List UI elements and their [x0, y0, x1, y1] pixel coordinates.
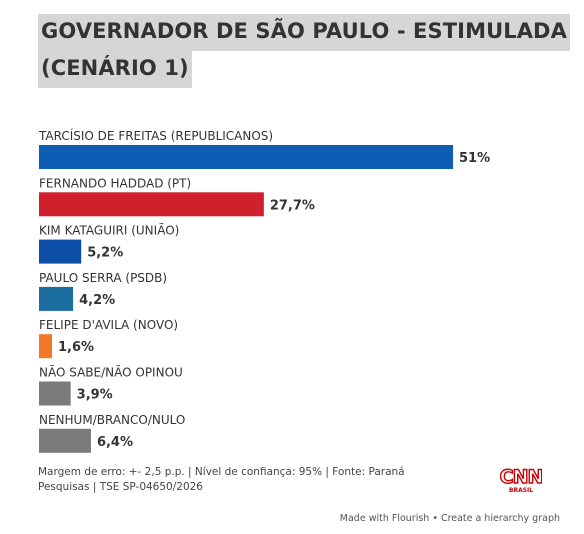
bar-value-label: 27,7% — [270, 198, 315, 213]
chart-title-line-2: (CENÁRIO 1) — [38, 51, 192, 88]
bar[interactable] — [39, 428, 91, 453]
bar-label: FERNANDO HADDAD (PT) — [39, 176, 191, 190]
chart-title-line-1: GOVERNADOR DE SÃO PAULO - ESTIMULADA — [38, 14, 570, 51]
bar-value-label: 1,6% — [58, 340, 94, 355]
bar[interactable] — [39, 145, 453, 169]
create-hierarchy-graph-link[interactable]: Create a hierarchy graph — [440, 513, 560, 524]
bar-chart: TARCÍSIO DE FREITAS (REPUBLICANOS) 51% FER… — [38, 128, 490, 453]
bar[interactable] — [39, 381, 71, 406]
bar-value-label: 51% — [459, 151, 490, 166]
cnn-logo-subtext: BRASIL — [509, 487, 533, 494]
bar[interactable] — [39, 239, 82, 264]
made-with-flourish-link[interactable]: Made with Flourish — [339, 513, 430, 524]
bar-value-label: 6,4% — [97, 435, 133, 450]
bar-value-label: 4,2% — [79, 293, 115, 308]
bar-label: TARCÍSIO DE FREITAS (REPUBLICANOS) — [38, 128, 273, 143]
bar-label: FELIPE D'AVILA (NOVO) — [39, 318, 178, 332]
bar-label: PAULO SERRA (PSDB) — [39, 271, 167, 285]
chart-title: GOVERNADOR DE SÃO PAULO - ESTIMULADA (CE… — [38, 14, 570, 88]
bar[interactable] — [39, 192, 264, 217]
flourish-credits: Made with Flourish • Create a hierarchy gr… — [340, 513, 560, 524]
bar[interactable] — [39, 334, 52, 359]
cnn-logo-text: CNN — [500, 466, 542, 488]
credits-separator: • — [432, 513, 438, 524]
bar-label: NÃO SABE/NÃO OPINOU — [39, 365, 183, 380]
bar-label: KIM KATAGUIRI (UNIÃO) — [39, 223, 179, 238]
cnn-brasil-logo: CNN BRASIL — [500, 465, 542, 494]
bar-value-label: 3,9% — [77, 388, 113, 403]
bar[interactable] — [39, 286, 74, 311]
chart-footnote: Margem de erro: +- 2,5 p.p. | Nível de c… — [38, 466, 405, 493]
bar-value-label: 5,2% — [87, 246, 123, 261]
bar-label: NENHUM/BRANCO/NULO — [39, 413, 185, 427]
